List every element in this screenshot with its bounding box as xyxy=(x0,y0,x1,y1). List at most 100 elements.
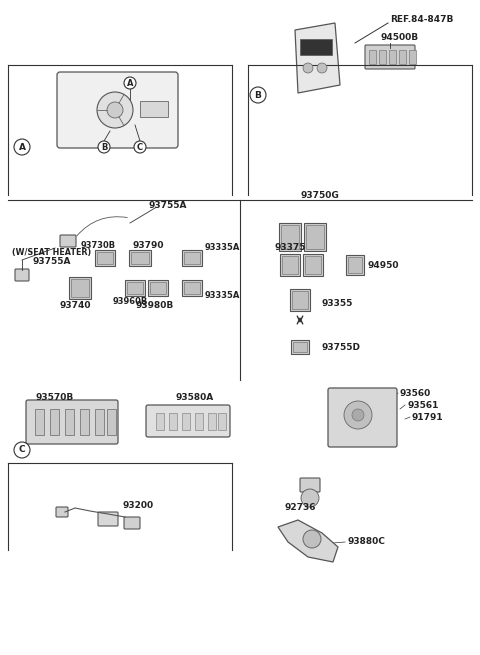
FancyBboxPatch shape xyxy=(56,507,68,517)
Bar xyxy=(169,413,177,430)
Circle shape xyxy=(134,141,146,153)
Text: 93750G: 93750G xyxy=(300,191,339,200)
Text: 93790: 93790 xyxy=(132,240,164,250)
Bar xyxy=(292,291,308,309)
Bar xyxy=(306,225,324,249)
FancyBboxPatch shape xyxy=(328,388,397,447)
Text: 93580A: 93580A xyxy=(176,392,214,402)
FancyBboxPatch shape xyxy=(300,478,320,492)
Bar xyxy=(140,101,168,117)
Bar xyxy=(290,289,310,311)
Text: 93755D: 93755D xyxy=(322,343,361,352)
Bar xyxy=(184,282,200,294)
Polygon shape xyxy=(278,520,338,562)
Circle shape xyxy=(303,63,313,73)
FancyBboxPatch shape xyxy=(146,405,230,437)
Circle shape xyxy=(344,401,372,429)
Circle shape xyxy=(301,489,319,507)
Bar xyxy=(95,250,115,266)
Bar xyxy=(409,50,416,64)
Circle shape xyxy=(124,77,136,89)
Text: B: B xyxy=(101,143,107,151)
FancyBboxPatch shape xyxy=(60,235,76,247)
Circle shape xyxy=(14,139,30,155)
Text: 93570B: 93570B xyxy=(36,392,74,402)
Text: C: C xyxy=(19,445,25,455)
Bar xyxy=(346,255,364,275)
Circle shape xyxy=(98,141,110,153)
Bar xyxy=(389,50,396,64)
Bar xyxy=(150,282,166,294)
Bar xyxy=(369,50,376,64)
Bar xyxy=(97,252,113,264)
Circle shape xyxy=(107,102,123,118)
Text: 93335A: 93335A xyxy=(205,244,240,252)
Text: 93740: 93740 xyxy=(59,301,91,310)
Bar xyxy=(182,250,202,266)
Bar xyxy=(184,252,200,264)
FancyBboxPatch shape xyxy=(26,400,118,444)
Text: A: A xyxy=(127,79,133,88)
FancyBboxPatch shape xyxy=(124,517,140,529)
Bar xyxy=(95,409,104,435)
Text: (W/SEAT HEATER): (W/SEAT HEATER) xyxy=(12,248,92,257)
Text: REF.84-847B: REF.84-847B xyxy=(390,16,454,24)
Bar xyxy=(291,340,309,354)
Polygon shape xyxy=(295,23,340,93)
Bar xyxy=(399,50,406,64)
Text: 93755A: 93755A xyxy=(149,200,187,210)
Bar xyxy=(293,342,307,352)
FancyBboxPatch shape xyxy=(57,72,178,148)
Bar xyxy=(304,223,326,251)
Bar xyxy=(218,413,226,430)
Text: 94500B: 94500B xyxy=(381,33,419,43)
Bar xyxy=(125,280,145,296)
Bar xyxy=(279,223,301,251)
Text: A: A xyxy=(19,143,25,151)
Circle shape xyxy=(250,87,266,103)
Bar xyxy=(208,413,216,430)
Bar xyxy=(69,277,91,299)
Text: 93355: 93355 xyxy=(322,299,353,307)
Bar xyxy=(303,254,323,276)
Bar xyxy=(305,256,321,274)
Text: 93200: 93200 xyxy=(122,500,154,510)
Bar xyxy=(282,256,298,274)
Bar xyxy=(107,409,116,435)
Text: 93560: 93560 xyxy=(400,388,431,398)
Bar xyxy=(35,409,44,435)
FancyBboxPatch shape xyxy=(365,45,415,69)
Text: 93755A: 93755A xyxy=(33,257,71,265)
Circle shape xyxy=(14,442,30,458)
FancyBboxPatch shape xyxy=(15,269,29,281)
Circle shape xyxy=(317,63,327,73)
Bar xyxy=(195,413,203,430)
Bar xyxy=(129,250,151,266)
Bar xyxy=(280,254,300,276)
Text: 93730B: 93730B xyxy=(81,240,116,250)
Circle shape xyxy=(303,530,321,548)
Bar xyxy=(281,225,299,249)
Text: 94950: 94950 xyxy=(368,261,399,269)
Bar xyxy=(156,413,164,430)
Text: 93335A: 93335A xyxy=(205,291,240,299)
Text: C: C xyxy=(137,143,143,151)
Text: 93960B: 93960B xyxy=(112,297,148,305)
Bar xyxy=(127,282,143,294)
Text: 93561: 93561 xyxy=(407,400,438,409)
Bar xyxy=(182,280,202,296)
Bar xyxy=(148,280,168,296)
Text: 93880C: 93880C xyxy=(348,538,386,546)
FancyBboxPatch shape xyxy=(98,512,118,526)
Text: 93980B: 93980B xyxy=(136,301,174,310)
Bar xyxy=(379,50,386,64)
Text: 91791: 91791 xyxy=(412,413,444,422)
Bar xyxy=(182,413,190,430)
Circle shape xyxy=(352,409,364,421)
Bar xyxy=(71,279,89,297)
Text: 93375: 93375 xyxy=(274,242,306,252)
Bar xyxy=(300,39,332,55)
Bar xyxy=(65,409,74,435)
Circle shape xyxy=(97,92,133,128)
Bar xyxy=(131,252,149,264)
